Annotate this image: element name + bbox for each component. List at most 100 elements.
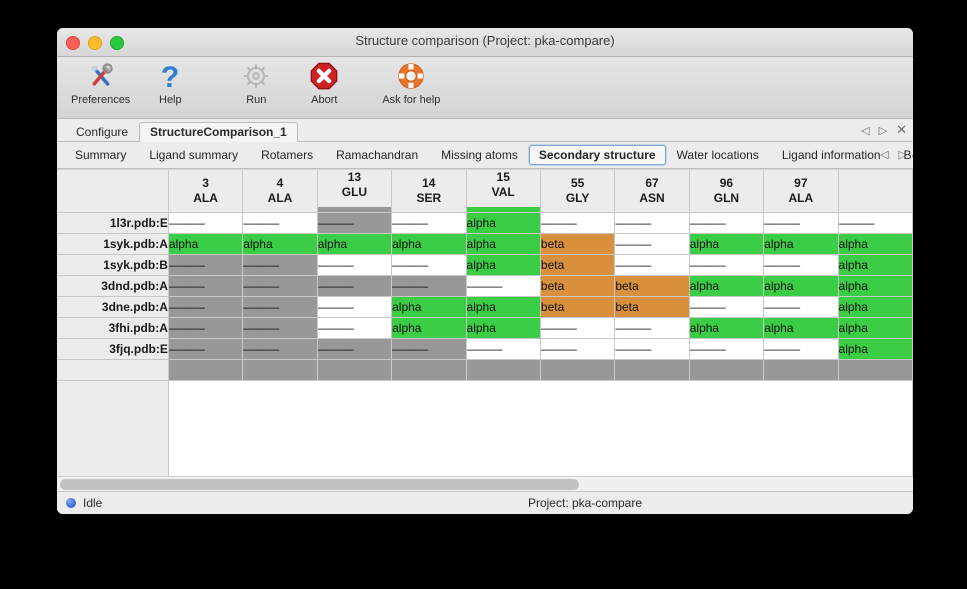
table-row[interactable]: 3dne.pdb:A ——— ——— ——— alpha alpha beta beta ———…	[57, 296, 913, 318]
ask-for-help-button[interactable]: Ask for help	[376, 59, 446, 106]
cell-3dne.pdb:A-4[interactable]: ———	[242, 296, 318, 318]
column-header-14[interactable]: 14 SER	[391, 170, 467, 213]
tab-ramachandran[interactable]: Ramachandran	[336, 148, 419, 162]
cell-3fhi.pdb:A-67[interactable]: ———	[614, 317, 690, 339]
cell-3fjq.pdb:E-3[interactable]: ———	[168, 338, 244, 360]
cell-3fjq.pdb:E-96[interactable]: ———	[689, 338, 765, 360]
cell-3dnd.pdb:A-3[interactable]: ———	[168, 275, 244, 297]
cell-3dne.pdb:A-15[interactable]: alpha	[466, 296, 541, 318]
cell-3dne.pdb:A-extra[interactable]: alpha	[838, 296, 913, 318]
cell-1l3r.pdb:E-55[interactable]: ———	[540, 212, 616, 234]
column-header-3[interactable]: 3 ALA	[168, 170, 244, 213]
project-tab-structurecomparison-1[interactable]: StructureComparison_1	[139, 122, 298, 142]
table-row[interactable]: 1syk.pdb:B ——— ——— ——— ——— alpha beta ——— ——— ———…	[57, 254, 913, 276]
tab-secondary-structure[interactable]: Secondary structure	[528, 145, 666, 165]
cell-3dnd.pdb:A-14[interactable]: ———	[391, 275, 467, 297]
table-row[interactable]: 3fhi.pdb:A ——— ——— ——— alpha alpha ——— ——— alpha…	[57, 317, 913, 339]
column-header-97[interactable]: 97 ALA	[763, 170, 839, 213]
cell-1syk.pdb:A-4[interactable]: alpha	[242, 233, 318, 255]
section-tab-prev-icon[interactable]: ◁	[880, 149, 889, 161]
cell-1l3r.pdb:E-extra[interactable]: ———	[838, 212, 913, 234]
cell-3fjq.pdb:E-67[interactable]: ———	[614, 338, 690, 360]
cell-1syk.pdb:B-67[interactable]: ———	[614, 254, 690, 276]
table-row[interactable]: 1l3r.pdb:E ——— ——— ——— ——— alpha ——— ——— ——— ——— —…	[57, 212, 913, 234]
tab-ligand-summary[interactable]: Ligand summary	[149, 148, 239, 162]
cell-1syk.pdb:B-14[interactable]: ———	[391, 254, 467, 276]
row-header-3dnd.pdb:A[interactable]: 3dnd.pdb:A	[57, 275, 169, 297]
cell-3dne.pdb:A-55[interactable]: beta	[540, 296, 616, 318]
cell-1syk.pdb:B-4[interactable]: ———	[242, 254, 318, 276]
zoom-window-button[interactable]	[110, 36, 124, 50]
cell-1syk.pdb:A-97[interactable]: alpha	[763, 233, 839, 255]
row-header-1syk.pdb:B[interactable]: 1syk.pdb:B	[57, 254, 169, 276]
cell-3dnd.pdb:A-13[interactable]: ———	[317, 275, 393, 297]
project-tab-prev-icon[interactable]: ◁	[861, 124, 870, 137]
cell-1l3r.pdb:E-14[interactable]: ———	[391, 212, 467, 234]
cell-3fhi.pdb:A-13[interactable]: ———	[317, 317, 393, 339]
cell-3dnd.pdb:A-extra[interactable]: alpha	[838, 275, 913, 297]
column-header-55[interactable]: 55 GLY	[540, 170, 616, 213]
cell-1l3r.pdb:E-13[interactable]: ———	[317, 212, 393, 234]
secondary-structure-table-container[interactable]: 3 ALA 4 ALA 13 GLU 14 SER 15 VAL 55 GLY 67 ASN 96 GLN 97…	[57, 169, 913, 476]
horizontal-scrollbar-thumb[interactable]	[60, 479, 579, 490]
tab-b-factors[interactable]: B-factors	[903, 148, 913, 162]
cell-1l3r.pdb:E-96[interactable]: ———	[689, 212, 765, 234]
column-header-4[interactable]: 4 ALA	[242, 170, 318, 213]
cell-1syk.pdb:A-15[interactable]: alpha	[466, 233, 541, 255]
cell-3fhi.pdb:A-extra[interactable]: alpha	[838, 317, 913, 339]
cell-3dnd.pdb:A-55[interactable]: beta	[540, 275, 616, 297]
cell-3dne.pdb:A-67[interactable]: beta	[614, 296, 690, 318]
minimize-window-button[interactable]	[88, 36, 102, 50]
project-tab-close-icon[interactable]: ✕	[896, 122, 907, 137]
project-tab-configure[interactable]: Configure	[76, 125, 129, 139]
cell-3fhi.pdb:A-97[interactable]: alpha	[763, 317, 839, 339]
section-tab-next-icon[interactable]: ▷	[898, 149, 907, 161]
cell-1l3r.pdb:E-3[interactable]: ———	[168, 212, 244, 234]
run-button[interactable]: Run	[222, 59, 290, 106]
cell-1syk.pdb:B-15[interactable]: alpha	[466, 254, 541, 276]
cell-3fhi.pdb:A-3[interactable]: ———	[168, 317, 244, 339]
cell-3fhi.pdb:A-14[interactable]: alpha	[391, 317, 467, 339]
cell-1syk.pdb:A-14[interactable]: alpha	[391, 233, 467, 255]
cell-1syk.pdb:B-97[interactable]: ———	[763, 254, 839, 276]
cell-3fjq.pdb:E-55[interactable]: ———	[540, 338, 616, 360]
cell-1syk.pdb:A-67[interactable]: ———	[614, 233, 690, 255]
column-header-extra[interactable]	[838, 170, 913, 213]
cell-3fhi.pdb:A-15[interactable]: alpha	[466, 317, 541, 339]
cell-1syk.pdb:A-extra[interactable]: alpha	[838, 233, 913, 255]
cell-3fjq.pdb:E-15[interactable]: ———	[466, 338, 541, 360]
cell-3fhi.pdb:A-4[interactable]: ———	[242, 317, 318, 339]
cell-3dnd.pdb:A-97[interactable]: alpha	[763, 275, 839, 297]
column-header-13[interactable]: 13 GLU	[317, 170, 393, 213]
close-window-button[interactable]	[66, 36, 80, 50]
cell-3dnd.pdb:A-15[interactable]: ———	[466, 275, 541, 297]
cell-1syk.pdb:A-96[interactable]: alpha	[689, 233, 765, 255]
cell-3fjq.pdb:E-extra[interactable]: alpha	[838, 338, 913, 360]
cell-3fhi.pdb:A-96[interactable]: alpha	[689, 317, 765, 339]
project-tab-next-icon[interactable]: ▷	[878, 124, 888, 137]
cell-3fhi.pdb:A-55[interactable]: ———	[540, 317, 616, 339]
column-header-67[interactable]: 67 ASN	[614, 170, 690, 213]
cell-3dnd.pdb:A-96[interactable]: alpha	[689, 275, 765, 297]
cell-3fjq.pdb:E-14[interactable]: ———	[391, 338, 467, 360]
row-header-3fjq.pdb:E[interactable]: 3fjq.pdb:E	[57, 338, 169, 360]
tab-ligand-information[interactable]: Ligand information	[781, 148, 881, 162]
row-header-1l3r.pdb:E[interactable]: 1l3r.pdb:E	[57, 212, 169, 234]
cell-1l3r.pdb:E-97[interactable]: ———	[763, 212, 839, 234]
help-button[interactable]: ? Help	[136, 59, 204, 106]
tab-missing-atoms[interactable]: Missing atoms	[441, 148, 518, 162]
cell-3fjq.pdb:E-13[interactable]: ———	[317, 338, 393, 360]
cell-1syk.pdb:B-3[interactable]: ———	[168, 254, 244, 276]
cell-3fjq.pdb:E-97[interactable]: ———	[763, 338, 839, 360]
row-header-3fhi.pdb:A[interactable]: 3fhi.pdb:A	[57, 317, 169, 339]
cell-1syk.pdb:A-55[interactable]: beta	[540, 233, 616, 255]
cell-1syk.pdb:B-55[interactable]: beta	[540, 254, 616, 276]
cell-3dnd.pdb:A-67[interactable]: beta	[614, 275, 690, 297]
cell-3dne.pdb:A-97[interactable]: ———	[763, 296, 839, 318]
cell-3fjq.pdb:E-4[interactable]: ———	[242, 338, 318, 360]
cell-3dne.pdb:A-14[interactable]: alpha	[391, 296, 467, 318]
cell-1l3r.pdb:E-67[interactable]: ———	[614, 212, 690, 234]
row-header-1syk.pdb:A[interactable]: 1syk.pdb:A	[57, 233, 169, 255]
cell-3dne.pdb:A-96[interactable]: ———	[689, 296, 765, 318]
cell-1syk.pdb:A-3[interactable]: alpha	[168, 233, 244, 255]
